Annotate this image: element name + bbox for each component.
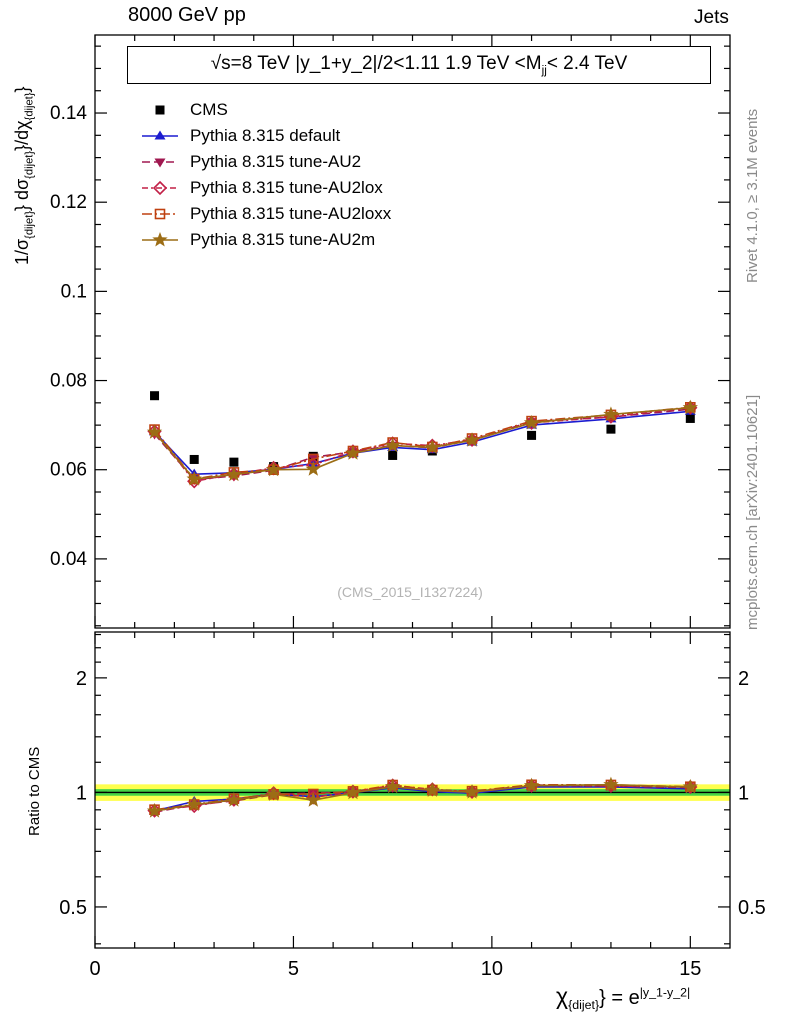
ylabel-sub: {dijet} (23, 210, 36, 239)
legend-marker-2 (142, 158, 178, 168)
ylabel-part: 1/σ (12, 238, 32, 265)
legend-item-3: Pythia 8.315 tune-AU2lox (140, 177, 391, 199)
plot-title-box: √s=8 TeV |y_1+y_2|/2<1.11 1.9 TeV <Mjj< … (127, 46, 711, 84)
legend-marker-0 (155, 105, 165, 115)
ylabel-sub: {dijet} (23, 150, 36, 179)
legend-item-2: Pythia 8.315 tune-AU2 (140, 151, 391, 173)
legend-label-3: Pythia 8.315 tune-AU2lox (190, 178, 383, 197)
analysis-group-label: Jets (694, 7, 729, 28)
legend-item-0: CMS (140, 99, 391, 121)
tick-label: 0 (89, 958, 100, 980)
tick-label: 0.5 (738, 897, 766, 919)
xlabel-sub: {dijet} (568, 998, 600, 1012)
tick-label: 0.04 (50, 549, 87, 570)
tick-label: 0.12 (50, 192, 87, 213)
legend: CMS Pythia 8.315 default Pythia 8.315 tune… (140, 99, 391, 251)
tick-label: 0.06 (50, 460, 87, 481)
legend-label-2: Pythia 8.315 tune-AU2 (190, 152, 362, 171)
data-series (146, 391, 698, 818)
x-axis-label: χ{dijet}} = e|y_1-y_2| (556, 983, 690, 1012)
tick-label: 0.08 (50, 371, 87, 392)
tick-label: 0.14 (50, 103, 87, 124)
beam-energy-label: 8000 GeV pp (128, 4, 246, 26)
tick-label: 2 (76, 668, 87, 690)
legend-item-4: Pythia 8.315 tune-AU2loxx (140, 203, 391, 225)
tick-label: 0.5 (59, 897, 87, 919)
plot-title-text: √s=8 TeV |y_1+y_2|/2<1.11 1.9 TeV <Mjj< … (211, 53, 628, 77)
tick-label: 2 (738, 668, 749, 690)
plot-title-sub: jj (541, 63, 547, 77)
series-pythia-8-315-tune-au2m (146, 399, 698, 818)
tick-label: 1 (76, 782, 87, 804)
legend-marker-1 (142, 130, 178, 140)
axis-tick-labels: 0.04 0.06 0.08 0.1 0.12 0.14 2 2 1 1 0.5 0.5 0 5 10 15 (50, 103, 766, 980)
legend-label-1: Pythia 8.315 default (190, 126, 341, 145)
plot-title-pre: √s=8 TeV |y_1+y_2|/2<1.11 1.9 TeV <M (210, 53, 542, 75)
rivet-version-note: Rivet 4.1.0, ≥ 3.1M events (744, 108, 761, 283)
plot-title-post: < 2.4 TeV (546, 53, 628, 75)
legend-label-4: Pythia 8.315 tune-AU2loxx (190, 204, 392, 223)
ylabel-part: } dσ (12, 178, 32, 211)
legend-item-5: Pythia 8.315 tune-AU2m (140, 229, 391, 251)
legend-label-0: CMS (190, 100, 228, 119)
legend-item-1: Pythia 8.315 default (140, 125, 391, 147)
tick-label: 10 (481, 958, 503, 980)
y-axis-label-ratio: Ratio to CMS (26, 746, 43, 836)
mcplots-reference-note: mcplots.cern.ch [arXiv:2401.10621] (744, 394, 761, 630)
xlabel-part: } = e (599, 987, 640, 1009)
legend-marker-4 (142, 208, 178, 220)
series-cms (150, 391, 695, 472)
xlabel-chi: χ (556, 983, 569, 1009)
tick-label: 15 (679, 958, 701, 980)
legend-label-5: Pythia 8.315 tune-AU2m (190, 230, 376, 249)
ylabel-part: }/dχ (12, 120, 32, 151)
xlabel-sup: |y_1-y_2| (639, 985, 691, 1000)
ylabel-part: } (12, 86, 32, 93)
tick-label: 5 (288, 958, 299, 980)
analysis-id-watermark: (CMS_2015_I1327224) (337, 584, 483, 600)
legend-marker-5 (142, 231, 178, 247)
axis-ticks (94, 35, 730, 948)
y-axis-label-main: 1/σ{dijet}} dσ{dijet}}/dχ{dijet}} (12, 86, 36, 265)
ylabel-sub: {dijet} (23, 92, 36, 121)
legend-marker-3 (142, 180, 178, 196)
tick-label: 0.1 (61, 281, 87, 302)
tick-label: 1 (738, 782, 749, 804)
